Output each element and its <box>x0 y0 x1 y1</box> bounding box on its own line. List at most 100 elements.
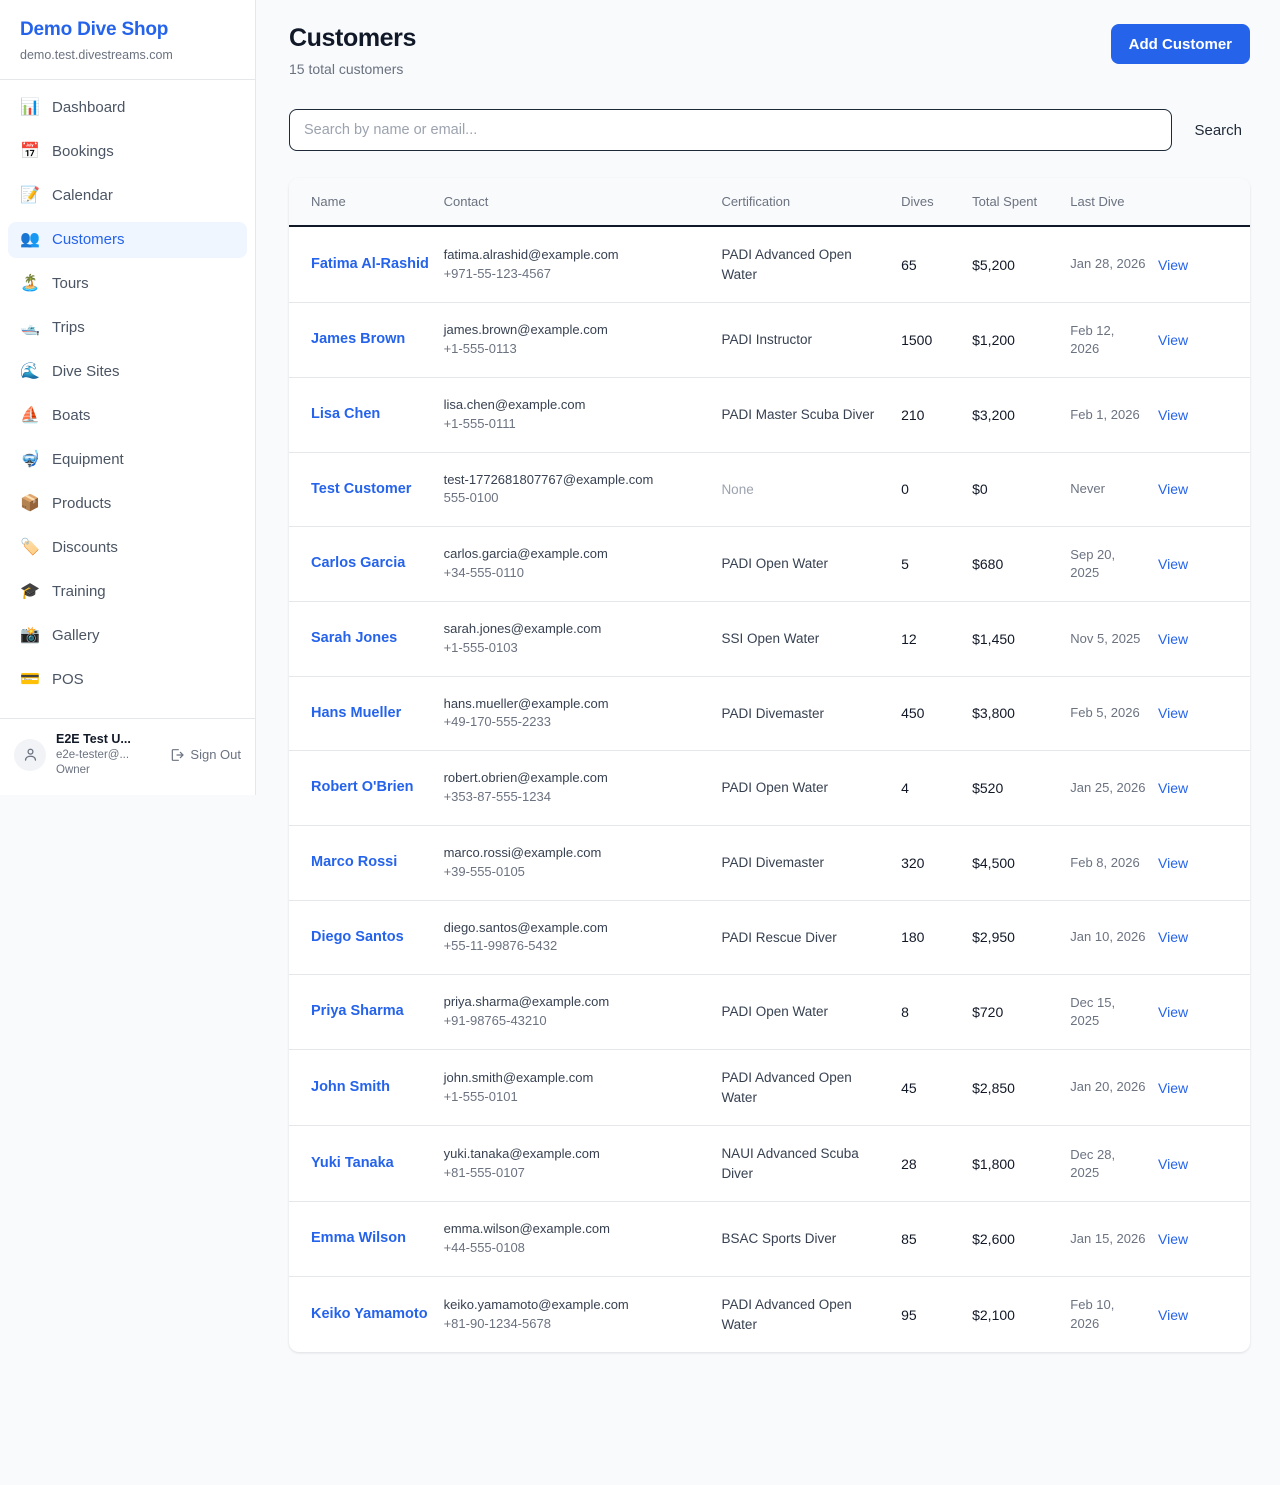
cell-dives: 180 <box>901 900 973 976</box>
cell-dives: 4 <box>901 750 973 826</box>
cell-total-spent: $3,800 <box>972 676 1071 752</box>
cell-dives: 95 <box>901 1276 972 1352</box>
view-link[interactable]: View <box>1158 1079 1189 1096</box>
customer-name-link[interactable]: James Brown <box>311 331 406 348</box>
view-link[interactable]: View <box>1158 780 1189 797</box>
view-link[interactable]: View <box>1158 705 1189 722</box>
customer-name-link[interactable]: Keiko Yamamoto <box>311 1305 428 1322</box>
customer-name-link[interactable]: Fatima Al-Rashid <box>311 255 429 272</box>
customer-phone: +971-55-123-4567 <box>443 265 551 281</box>
sidebar-item-pos[interactable]: 💳 POS <box>8 662 247 698</box>
column-header-name[interactable]: Name <box>289 178 444 227</box>
column-header-total-spent[interactable]: Total Spent <box>972 178 1071 227</box>
certification-value: SSI Open Water <box>721 630 820 646</box>
customer-name-link[interactable]: Test Customer <box>311 480 412 497</box>
view-link[interactable]: View <box>1158 929 1189 946</box>
view-link[interactable]: View <box>1158 256 1189 273</box>
column-header-dives[interactable]: Dives <box>901 178 973 227</box>
page-header: Customers 15 total customers Add Custome… <box>289 24 1250 77</box>
view-link[interactable]: View <box>1158 481 1189 498</box>
total-spent-value: $2,850 <box>972 1079 1015 1096</box>
add-customer-button[interactable]: Add Customer <box>1110 24 1250 64</box>
sidebar-item-equipment[interactable]: 🤿 Equipment <box>8 442 247 478</box>
certification-value: PADI Divemaster <box>721 855 824 870</box>
customer-name-link[interactable]: John Smith <box>311 1078 390 1095</box>
last-dive-value: Dec 15, 2025 <box>1070 994 1116 1029</box>
dives-count: 8 <box>901 1004 909 1021</box>
cell-last-dive: Sep 20, 2025 <box>1070 526 1159 602</box>
view-link[interactable]: View <box>1158 331 1189 348</box>
customer-name-link[interactable]: Priya Sharma <box>311 1003 404 1020</box>
user-email: e2e-tester@... <box>56 748 130 761</box>
dives-count: 5 <box>901 556 909 573</box>
view-link[interactable]: View <box>1158 1306 1189 1323</box>
certification-value: PADI Open Water <box>721 556 828 572</box>
cell-name: Fatima Al-Rashid <box>289 226 444 304</box>
sidebar-item-calendar[interactable]: 📝 Calendar <box>8 178 247 214</box>
search-input[interactable] <box>289 109 1173 151</box>
view-link[interactable]: View <box>1158 630 1189 647</box>
customer-email: hans.mueller@example.com <box>443 695 609 711</box>
sidebar-item-discounts[interactable]: 🏷️ Discounts <box>8 530 247 566</box>
customer-name-link[interactable]: Robert O'Brien <box>311 779 414 796</box>
cell-actions: View <box>1158 676 1250 752</box>
sidebar-item-boats[interactable]: ⛵ Boats <box>8 398 247 434</box>
sidebar-item-training[interactable]: 🎓 Training <box>8 574 247 610</box>
customer-name-link[interactable]: Yuki Tanaka <box>311 1154 394 1171</box>
view-link[interactable]: View <box>1158 854 1189 871</box>
busts-icon: 👥 <box>20 230 40 248</box>
sidebar-item-tours[interactable]: 🏝️ Tours <box>8 266 247 302</box>
cell-name: Sarah Jones <box>289 601 444 677</box>
sidebar-item-gallery[interactable]: 📸 Gallery <box>8 618 247 654</box>
cell-last-dive: Nov 5, 2025 <box>1070 601 1159 677</box>
customer-phone: +49-170-555-2233 <box>443 714 551 730</box>
customer-phone: +55-11-99876-5432 <box>443 938 558 954</box>
cell-name: Carlos Garcia <box>289 526 444 602</box>
cell-name: James Brown <box>289 302 444 378</box>
customers-table: Name Contact Certification Dives Total S… <box>289 178 1250 1352</box>
cell-total-spent: $2,100 <box>972 1276 1070 1352</box>
customer-name-link[interactable]: Sarah Jones <box>311 629 398 646</box>
column-header-certification[interactable]: Certification <box>721 178 902 227</box>
customer-email: keiko.yamamoto@example.com <box>443 1296 629 1312</box>
sidebar-item-label: Discounts <box>52 539 118 557</box>
sidebar-item-dashboard[interactable]: 📊 Dashboard <box>8 90 247 126</box>
sidebar-item-products[interactable]: 📦 Products <box>8 486 247 522</box>
cell-dives: 320 <box>901 825 973 901</box>
sidebar-item-label: Gallery <box>52 627 100 645</box>
cell-certification: PADI Divemaster <box>721 825 902 901</box>
tag-icon: 🏷️ <box>20 538 40 556</box>
sidebar-item-trips[interactable]: 🛥️ Trips <box>8 310 247 346</box>
dives-count: 45 <box>901 1079 917 1096</box>
sidebar-item-label: Training <box>52 583 106 601</box>
customer-email: priya.sharma@example.com <box>443 994 610 1010</box>
column-header-last-dive[interactable]: Last Dive <box>1070 178 1159 227</box>
sidebar-item-customers[interactable]: 👥 Customers <box>8 221 247 258</box>
brand-title: Demo Dive Shop <box>20 19 169 40</box>
sailboat-icon: ⛵ <box>20 406 40 424</box>
view-link[interactable]: View <box>1158 556 1189 573</box>
sidebar-item-bookings[interactable]: 📅 Bookings <box>8 134 247 170</box>
customer-name-link[interactable]: Lisa Chen <box>311 405 381 422</box>
view-link[interactable]: View <box>1158 406 1189 423</box>
cell-certification: PADI Open Water <box>721 974 902 1050</box>
sidebar-item-label: POS <box>52 671 84 689</box>
view-link[interactable]: View <box>1158 1155 1189 1172</box>
cell-total-spent: $680 <box>972 526 1071 602</box>
customer-name-link[interactable]: Hans Mueller <box>311 704 402 721</box>
customer-name-link[interactable]: Carlos Garcia <box>311 555 406 572</box>
customer-name-link[interactable]: Diego Santos <box>311 928 404 945</box>
customer-name-link[interactable]: Marco Rossi <box>311 854 398 870</box>
view-link[interactable]: View <box>1158 1004 1189 1021</box>
cell-dives: 45 <box>901 1049 973 1127</box>
column-header-contact[interactable]: Contact <box>443 178 722 227</box>
search-row: Search <box>289 109 1250 151</box>
cell-last-dive: Never <box>1070 452 1159 528</box>
sidebar-item-label: Tours <box>52 275 89 293</box>
sign-out-button[interactable]: Sign Out <box>169 747 241 763</box>
total-spent-value: $5,200 <box>972 256 1015 273</box>
search-button[interactable]: Search <box>1184 122 1250 139</box>
customer-name-link[interactable]: Emma Wilson <box>311 1230 406 1247</box>
view-link[interactable]: View <box>1158 1231 1189 1248</box>
sidebar-item-dive-sites[interactable]: 🌊 Dive Sites <box>8 354 247 390</box>
